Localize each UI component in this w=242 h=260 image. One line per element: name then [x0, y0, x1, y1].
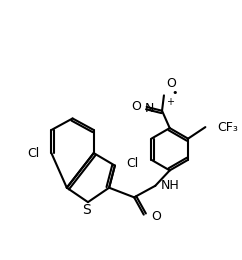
Text: NH: NH: [161, 179, 180, 192]
Text: •: •: [172, 88, 178, 99]
Text: O: O: [151, 210, 161, 223]
Text: +: +: [166, 97, 174, 107]
Text: CF₃: CF₃: [217, 121, 238, 134]
Text: O: O: [131, 100, 141, 113]
Text: N: N: [145, 102, 154, 115]
Text: Cl: Cl: [28, 147, 40, 160]
Text: S: S: [82, 203, 91, 217]
Text: Cl: Cl: [126, 157, 139, 170]
Text: O: O: [166, 77, 176, 90]
